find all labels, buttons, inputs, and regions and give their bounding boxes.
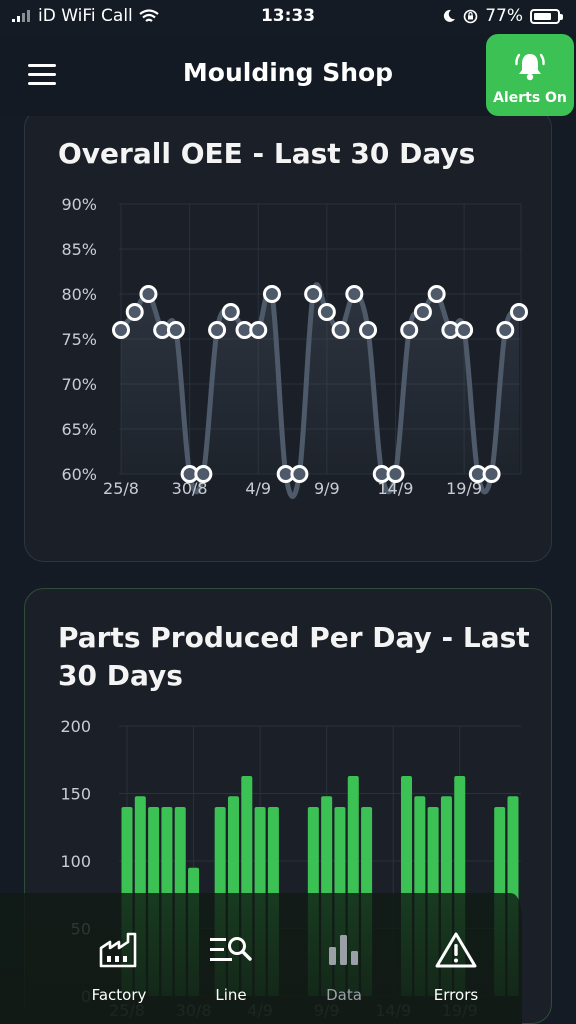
- parts-card-title: Parts Produced Per Day - Last 30 Days: [58, 621, 530, 692]
- status-left: iD WiFi Call: [12, 6, 159, 26]
- nav-factory-label: Factory: [91, 986, 147, 1004]
- oee-line-chart: 90% 85% 80% 75% 70% 65% 60% 25/8 30/8 4/9 9/9 14/9 1…: [61, 195, 528, 499]
- signal-icon: [12, 10, 30, 22]
- oee-y-tick-label: 70%: [61, 375, 97, 394]
- oee-x-tick-label: 4/9: [245, 479, 271, 498]
- status-right: 77%: [442, 6, 563, 26]
- oee-y-tick-label: 75%: [61, 330, 97, 349]
- bell-ringing-icon: [515, 53, 545, 81]
- line-search-icon: [210, 937, 252, 961]
- nav-line[interactable]: Line: [176, 930, 286, 1004]
- rotation-lock-icon: [463, 9, 478, 23]
- oee-data-point: [331, 321, 350, 339]
- page-title: Moulding Shop: [182, 58, 394, 87]
- oee-x-tick-label: 14/9: [378, 479, 414, 498]
- oee-data-point: [455, 321, 474, 339]
- oee-data-point: [482, 465, 501, 483]
- oee-data-point: [139, 285, 158, 303]
- oee-data-point: [304, 285, 323, 303]
- oee-data-point: [125, 303, 144, 321]
- oee-data-point: [510, 303, 528, 321]
- wifi-icon: [139, 8, 159, 22]
- parts-y-tick-label: 150: [60, 785, 91, 804]
- factory-icon: [99, 932, 137, 968]
- oee-x-tick-label: 9/9: [314, 479, 340, 498]
- battery-icon: [530, 8, 563, 24]
- oee-card-title: Overall OEE - Last 30 Days: [58, 137, 476, 170]
- oee-data-point: [194, 465, 213, 483]
- oee-data-point: [221, 303, 240, 321]
- app-bar: Moulding Shop: [0, 34, 576, 116]
- oee-data-point: [317, 303, 336, 321]
- oee-data-point: [249, 321, 268, 339]
- oee-data-point: [400, 321, 419, 339]
- nav-errors[interactable]: Errors: [401, 930, 511, 1004]
- oee-data-point: [208, 321, 227, 339]
- oee-data-point: [166, 321, 185, 339]
- oee-data-point: [345, 285, 364, 303]
- warning-icon: [435, 932, 477, 968]
- oee-data-point: [413, 303, 432, 321]
- oee-data-point: [290, 465, 309, 483]
- nav-data[interactable]: Data: [289, 930, 399, 1004]
- bar-chart-icon: [329, 935, 358, 965]
- oee-data-point: [386, 465, 405, 483]
- nav-factory[interactable]: Factory: [64, 930, 174, 1004]
- oee-data-point: [262, 285, 281, 303]
- oee-y-tick-label: 65%: [61, 420, 97, 439]
- alerts-label: Alerts On: [493, 90, 567, 106]
- carrier-label: iD WiFi Call: [38, 6, 133, 26]
- oee-data-point: [427, 285, 446, 303]
- parts-y-tick-label: 100: [60, 852, 91, 871]
- parts-y-tick-label: 200: [60, 717, 91, 736]
- oee-data-point: [112, 321, 130, 339]
- clock: 13:33: [260, 6, 316, 26]
- oee-y-tick-label: 60%: [61, 465, 97, 484]
- alerts-toggle-button[interactable]: Alerts On: [486, 34, 574, 116]
- oee-data-point: [359, 321, 378, 339]
- oee-y-tick-label: 90%: [61, 195, 97, 214]
- oee-card: Overall OEE - Last 30 Days 90% 85% 80% 75% 7…: [24, 108, 552, 562]
- moon-icon: [444, 9, 456, 22]
- status-bar: iD WiFi Call 13:33 77%: [0, 0, 576, 34]
- nav-errors-label: Errors: [433, 986, 479, 1004]
- nav-data-label: Data: [326, 986, 362, 1004]
- nav-line-label: Line: [215, 986, 247, 1004]
- oee-y-tick-label: 80%: [61, 285, 97, 304]
- menu-button[interactable]: [28, 64, 58, 86]
- oee-x-tick-label: 19/9: [446, 479, 482, 498]
- oee-y-tick-label: 85%: [61, 240, 97, 259]
- oee-x-tick-label: 30/8: [172, 479, 208, 498]
- oee-data-point: [496, 321, 515, 339]
- oee-x-tick-label: 25/8: [103, 479, 139, 498]
- battery-percent: 77%: [485, 6, 523, 26]
